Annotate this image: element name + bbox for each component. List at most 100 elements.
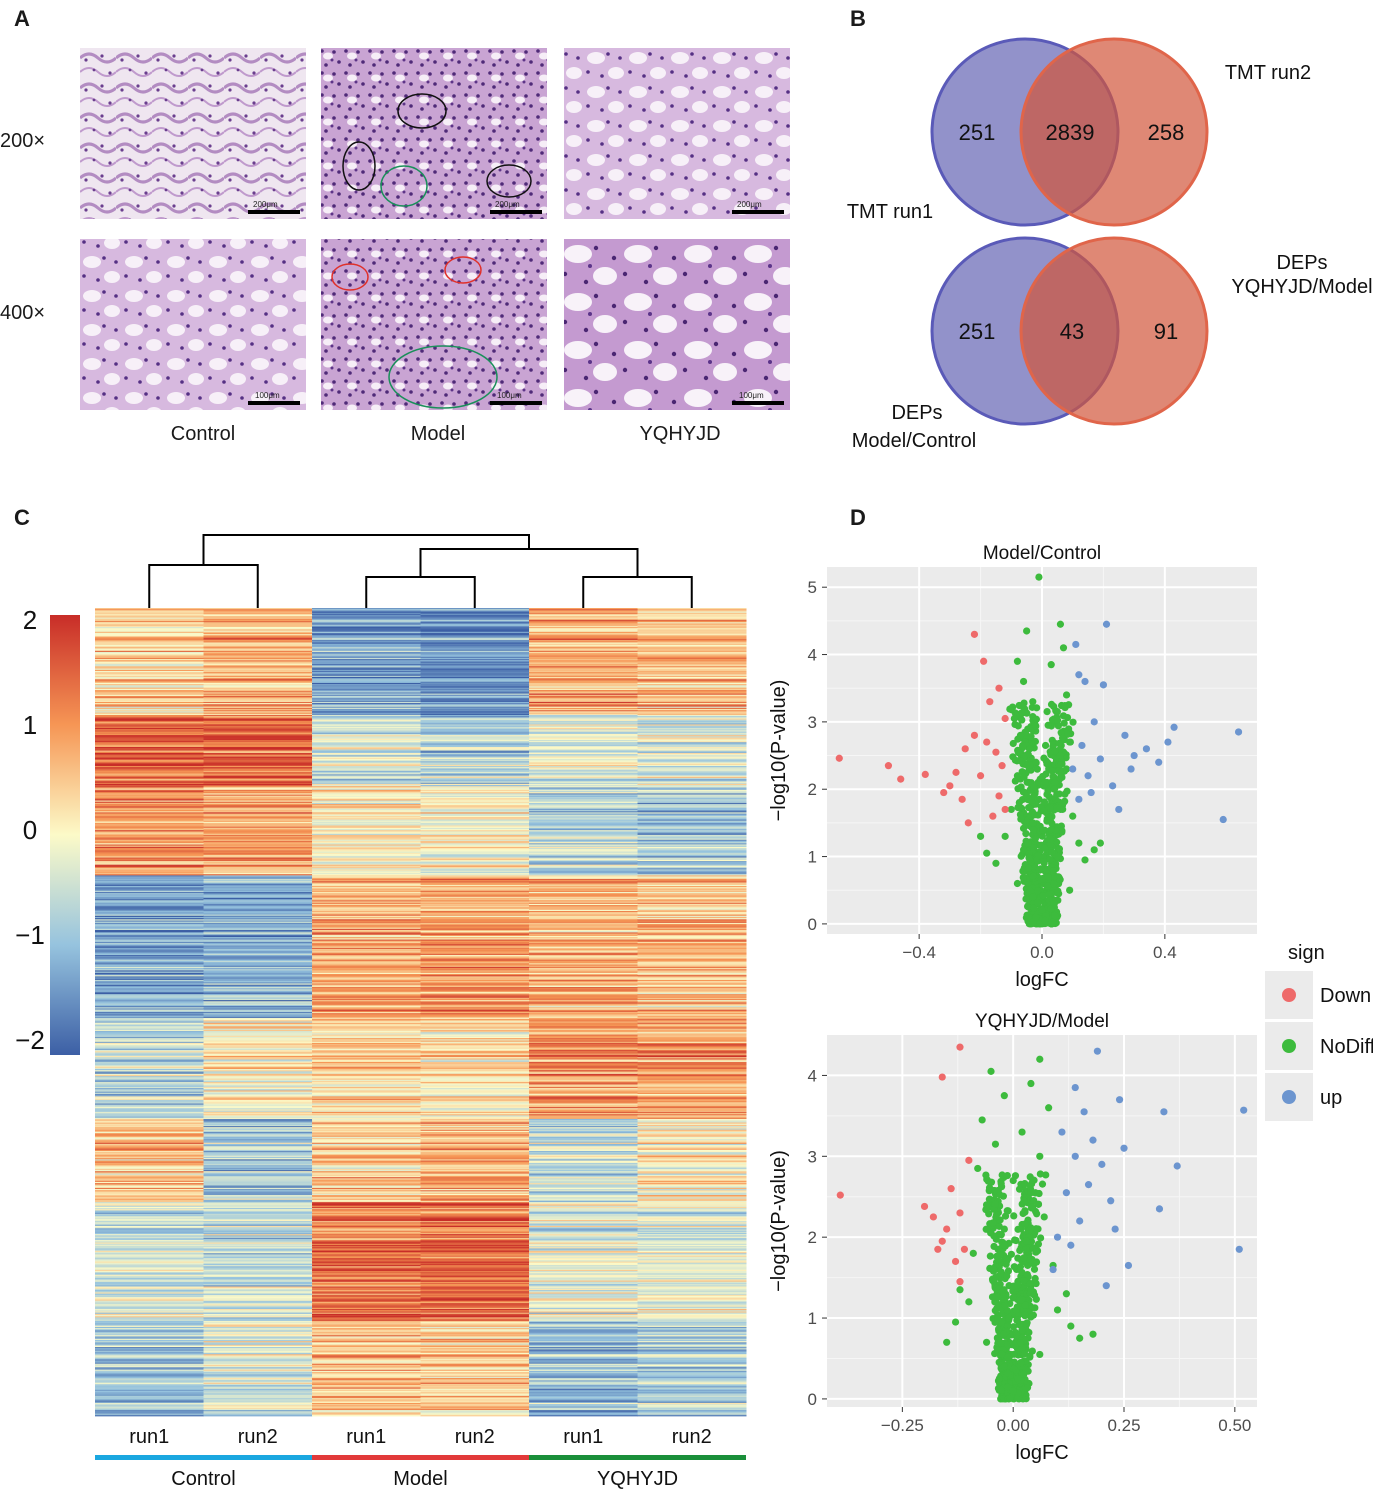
- heatmap-cell: [529, 1257, 638, 1260]
- heatmap-cell: [637, 893, 747, 895]
- heatmap-cell: [637, 1054, 747, 1057]
- heatmap-cell: [420, 1319, 530, 1322]
- heatmap-cell: [637, 1160, 747, 1163]
- heatmap-cell: [637, 1206, 747, 1209]
- heatmap-cell: [420, 935, 530, 938]
- heatmap-cell: [529, 1162, 638, 1165]
- heatmap-cell: [312, 814, 421, 817]
- point-nodiff: [1029, 819, 1037, 827]
- heatmap-cell: [637, 1361, 747, 1363]
- heatmap-cell: [529, 1298, 638, 1300]
- heatmap-cell: [95, 1205, 204, 1208]
- heatmap-cell: [95, 1165, 204, 1167]
- heatmap-cell: [95, 700, 204, 703]
- heatmap-cell: [529, 1179, 638, 1182]
- heatmap-cell: [95, 997, 204, 1000]
- heatmap-cell: [420, 1250, 530, 1253]
- heatmap-cell: [203, 1105, 313, 1108]
- heatmap-cell: [203, 711, 313, 713]
- heatmap-cell: [529, 982, 638, 984]
- heatmap-cell: [420, 890, 530, 893]
- heatmap-cell: [95, 800, 204, 803]
- heatmap-cell: [95, 1362, 204, 1365]
- heatmap-cell: [420, 711, 530, 713]
- heatmap-cell: [637, 1263, 747, 1266]
- heatmap-cell: [529, 680, 638, 683]
- heatmap-cell: [312, 776, 421, 779]
- heatmap-cell: [312, 1210, 421, 1213]
- heatmap-cell: [95, 1071, 204, 1073]
- point-nodiff: [1016, 731, 1025, 739]
- heatmap-cell: [312, 843, 421, 845]
- heatmap-cell: [203, 1186, 313, 1189]
- heatmap-cell: [203, 1205, 313, 1208]
- heatmap-cell: [312, 1299, 421, 1302]
- heatmap-cell: [637, 1077, 747, 1079]
- heatmap-cell: [637, 1265, 747, 1267]
- heatmap-cell: [637, 1170, 747, 1172]
- heatmap-cell: [203, 1101, 313, 1103]
- heatmap-cell: [95, 679, 204, 681]
- heatmap-cell: [203, 1107, 313, 1109]
- heatmap-cell: [312, 1147, 421, 1150]
- heatmap-cell: [420, 644, 530, 647]
- heatmap-cell: [203, 651, 313, 654]
- heatmap-cell: [529, 991, 638, 994]
- heatmap-cell: [420, 1313, 530, 1316]
- heatmap-cell: [95, 767, 204, 769]
- heatmap-cell: [95, 1332, 204, 1335]
- heatmap-cell: [529, 954, 638, 957]
- heatmap-cell: [529, 968, 638, 970]
- heatmap-cell: [312, 863, 421, 866]
- heatmap-cell: [529, 728, 638, 730]
- heatmap-cell: [637, 846, 747, 849]
- heatmap-cell: [95, 1168, 204, 1171]
- heatmap-cell: [637, 739, 747, 742]
- heatmap-cell: [312, 1263, 421, 1266]
- heatmap-cell: [95, 1285, 204, 1287]
- heatmap-cell: [529, 1017, 638, 1020]
- heatmap-cell: [203, 891, 313, 894]
- heatmap-cell: [312, 833, 421, 836]
- heatmap-cell: [637, 932, 747, 934]
- heatmap-cell: [312, 815, 421, 818]
- heatmap-cell: [312, 1174, 421, 1177]
- heatmap-cell: [95, 1047, 204, 1050]
- heatmap-cell: [203, 1367, 313, 1369]
- heatmap-cell: [529, 792, 638, 794]
- heatmap-cell: [312, 1386, 421, 1388]
- heatmap-cell: [637, 681, 747, 684]
- heatmap-cell: [203, 1301, 313, 1304]
- heatmap-cell: [637, 1275, 747, 1278]
- heatmap-cell: [95, 1335, 204, 1337]
- heatmap-cell: [312, 612, 421, 615]
- heatmap-cell: [203, 832, 313, 835]
- heatmap-cell: [529, 1373, 638, 1375]
- heatmap-cell: [95, 697, 204, 699]
- heatmap-cell: [312, 1253, 421, 1255]
- heatmap-cell: [529, 1211, 638, 1214]
- heatmap-cell: [203, 1071, 313, 1073]
- heatmap-cell: [95, 970, 204, 972]
- heatmap-cell: [95, 1354, 204, 1356]
- heatmap-cell: [312, 1178, 421, 1180]
- heatmap-cell: [420, 1048, 530, 1051]
- heatmap-cell: [95, 819, 204, 822]
- heatmap-cell: [637, 1173, 747, 1176]
- heatmap-cell: [529, 1104, 638, 1107]
- heatmap-cell: [529, 1391, 638, 1393]
- heatmap-cell: [529, 874, 638, 876]
- heatmap-cell: [637, 903, 747, 906]
- heatmap-cell: [529, 1193, 638, 1196]
- heatmap-cell: [95, 1287, 204, 1290]
- heatmap-cell: [312, 915, 421, 918]
- heatmap-cell: [529, 1008, 638, 1011]
- heatmap-cell: [312, 1328, 421, 1330]
- heatmap-cell: [529, 1184, 638, 1186]
- heatmap-cell: [637, 1031, 747, 1033]
- heatmap-cell: [420, 899, 530, 901]
- heatmap-cell: [529, 779, 638, 781]
- heatmap-cell: [203, 903, 313, 906]
- heatmap-cell: [529, 985, 638, 988]
- heatmap-cell: [95, 1170, 204, 1172]
